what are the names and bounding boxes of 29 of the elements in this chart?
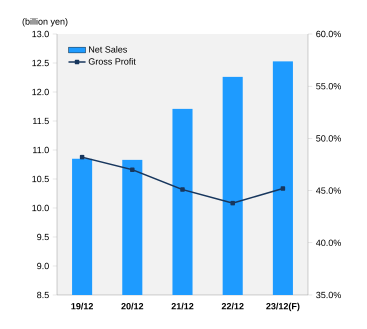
point xyxy=(180,187,185,192)
y2-tick-label: 35.0% xyxy=(316,292,341,298)
x-tick-label: 21/12 xyxy=(172,302,194,310)
point xyxy=(130,167,135,172)
y-tick-label: 10.5 xyxy=(32,176,49,182)
y2-tick-label: 50.0% xyxy=(316,135,341,142)
x-tick-label: 23/12(F) xyxy=(266,302,300,312)
point xyxy=(230,200,235,206)
legend-label: Net Sales xyxy=(89,46,127,53)
x-tick-label: 19/12 xyxy=(71,302,93,310)
y-tick-label: 11.0 xyxy=(33,146,49,154)
y2-tick-label: 40.0% xyxy=(316,240,341,246)
x-tick-label: 22/12 xyxy=(222,302,244,310)
legend-label: Gross Profit xyxy=(88,58,136,65)
y2-tick-label: 45.0% xyxy=(316,187,341,194)
point xyxy=(80,154,84,160)
y-tick-label: 12.0 xyxy=(32,88,49,96)
y2-tick-label: 60.0% xyxy=(316,30,341,38)
y-axis-title: (billion yen) xyxy=(22,18,68,26)
y-tick-label: 9.5 xyxy=(37,234,49,240)
y-tick-label: 9.0 xyxy=(37,262,49,270)
y-tick-label: 10.0 xyxy=(32,204,49,212)
point xyxy=(280,186,286,191)
y-tick-label: 8.5 xyxy=(37,292,49,298)
y-tick-label: 12.5 xyxy=(32,60,49,66)
y2-tick-label: 55.0% xyxy=(316,83,341,90)
y-tick-label: 11.5 xyxy=(33,118,49,124)
y-tick-label: 13.0 xyxy=(32,30,49,38)
x-tick-label: 20/12 xyxy=(121,302,144,310)
